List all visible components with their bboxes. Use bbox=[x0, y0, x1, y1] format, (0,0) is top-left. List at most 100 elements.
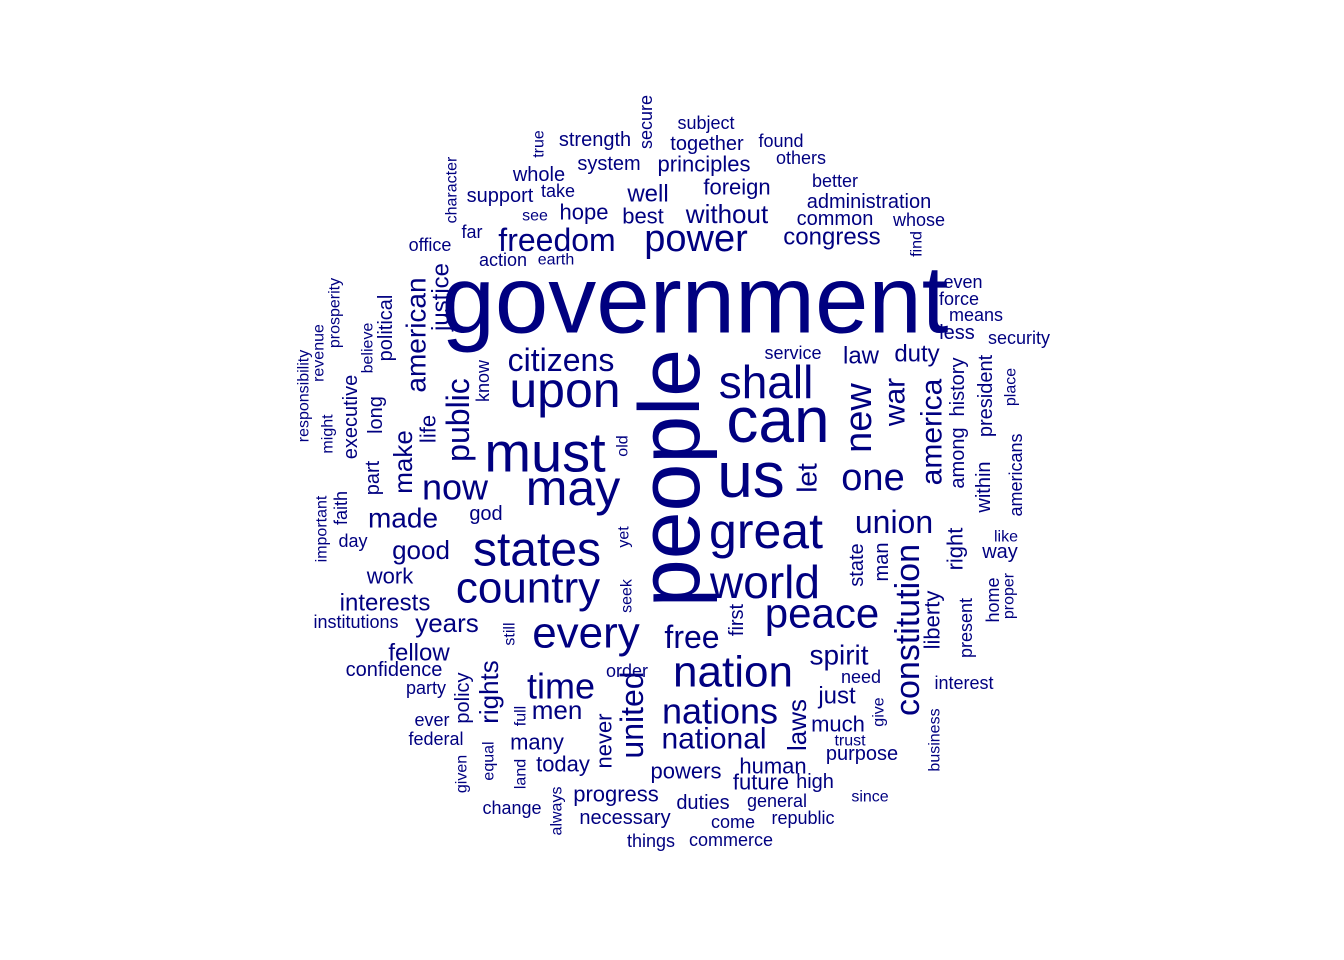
word-life: life bbox=[416, 415, 441, 443]
word-fellow: fellow bbox=[388, 640, 450, 667]
word-still: still bbox=[502, 622, 519, 645]
word-come: come bbox=[711, 812, 755, 832]
word-believe: believe bbox=[360, 323, 377, 374]
word-right: right bbox=[943, 528, 968, 571]
word-give: give bbox=[871, 697, 888, 726]
word-duty: duty bbox=[894, 341, 939, 368]
word-change: change bbox=[482, 798, 541, 818]
word-us: us bbox=[717, 439, 785, 511]
word-upon: upon bbox=[509, 362, 620, 418]
word-made: made bbox=[368, 503, 438, 534]
word-institutions: institutions bbox=[313, 612, 398, 632]
word-executive: executive bbox=[340, 375, 362, 460]
word-now: now bbox=[422, 467, 489, 508]
word-administration: administration bbox=[807, 191, 932, 213]
word-important: important bbox=[314, 495, 331, 562]
word-human: human bbox=[739, 754, 806, 779]
word-faith: faith bbox=[331, 491, 351, 525]
word-just: just bbox=[817, 683, 856, 710]
word-place: place bbox=[1003, 368, 1020, 406]
word-know: know bbox=[473, 359, 493, 402]
word-things: things bbox=[627, 831, 675, 851]
word-god: god bbox=[469, 503, 502, 525]
word-many: many bbox=[510, 730, 564, 755]
word-way: way bbox=[981, 541, 1018, 563]
word-liberty: liberty bbox=[920, 591, 945, 650]
word-see: see bbox=[522, 208, 548, 225]
word-today: today bbox=[536, 752, 590, 777]
word-hope: hope bbox=[560, 200, 609, 225]
word-given: given bbox=[454, 755, 471, 793]
word-well: well bbox=[626, 181, 668, 208]
word-future: future bbox=[733, 770, 789, 795]
word-peace: peace bbox=[765, 590, 879, 637]
word-means: means bbox=[949, 305, 1003, 325]
word-congress: congress bbox=[783, 224, 880, 251]
word-can: can bbox=[726, 384, 829, 456]
word-revenue: revenue bbox=[311, 324, 328, 382]
word-america: america bbox=[916, 378, 949, 485]
word-subject: subject bbox=[677, 113, 734, 133]
word-support: support bbox=[467, 185, 534, 207]
word-interest: interest bbox=[934, 673, 993, 693]
word-among: among bbox=[947, 427, 969, 488]
word-find: find bbox=[909, 231, 926, 257]
word-government: government bbox=[442, 247, 949, 354]
word-far: far bbox=[461, 222, 482, 242]
word-earth: earth bbox=[538, 252, 574, 269]
word-make: make bbox=[388, 430, 418, 494]
word-interests: interests bbox=[340, 590, 431, 617]
word-present: present bbox=[956, 598, 976, 658]
word-long: long bbox=[365, 396, 387, 434]
word-great: great bbox=[709, 503, 823, 559]
word-necessary: necessary bbox=[579, 807, 670, 829]
word-system: system bbox=[577, 153, 640, 175]
word-american: american bbox=[401, 277, 432, 392]
word-general: general bbox=[747, 791, 807, 811]
word-take: take bbox=[541, 181, 575, 201]
word-work: work bbox=[366, 564, 414, 589]
word-citizens: citizens bbox=[508, 342, 615, 378]
word-law: law bbox=[843, 343, 880, 370]
word-may: may bbox=[526, 460, 620, 516]
word-national: national bbox=[661, 723, 766, 756]
word-part: part bbox=[362, 460, 384, 495]
word-home: home bbox=[983, 577, 1003, 622]
word-always: always bbox=[549, 787, 566, 836]
word-rights: rights bbox=[474, 660, 504, 724]
word-land: land bbox=[513, 759, 530, 789]
word-americans: americans bbox=[1006, 433, 1026, 516]
word-man: man bbox=[871, 543, 893, 582]
word-years: years bbox=[415, 608, 479, 638]
word-nations: nations bbox=[662, 691, 778, 732]
word-need: need bbox=[841, 667, 881, 687]
word-federal: federal bbox=[408, 729, 463, 749]
word-constitution: constitution bbox=[889, 544, 927, 716]
word-must: must bbox=[484, 421, 606, 484]
word-yet: yet bbox=[616, 526, 633, 548]
word-party: party bbox=[406, 678, 446, 698]
word-secure: secure bbox=[636, 95, 656, 149]
word-action: action bbox=[479, 250, 527, 270]
word-principles: principles bbox=[658, 152, 751, 177]
word-policy: policy bbox=[452, 672, 474, 723]
word-nation: nation bbox=[673, 648, 793, 697]
word-business: business bbox=[927, 708, 944, 771]
word-equal: equal bbox=[481, 741, 498, 780]
word-public: public bbox=[440, 378, 476, 462]
word-day: day bbox=[338, 531, 367, 551]
word-union: union bbox=[855, 504, 933, 540]
word-without: without bbox=[685, 199, 769, 229]
word-powers: powers bbox=[651, 759, 722, 784]
word-responsibility: responsibility bbox=[296, 350, 313, 442]
word-war: war bbox=[879, 378, 912, 427]
word-since: since bbox=[851, 789, 888, 806]
word-trust: trust bbox=[834, 733, 866, 750]
word-whole: whole bbox=[512, 164, 565, 186]
word-duties: duties bbox=[676, 792, 729, 814]
word-laws: laws bbox=[782, 699, 812, 751]
word-strength: strength bbox=[559, 129, 631, 151]
word-foreign: foreign bbox=[703, 175, 770, 200]
word-progress: progress bbox=[573, 782, 659, 807]
